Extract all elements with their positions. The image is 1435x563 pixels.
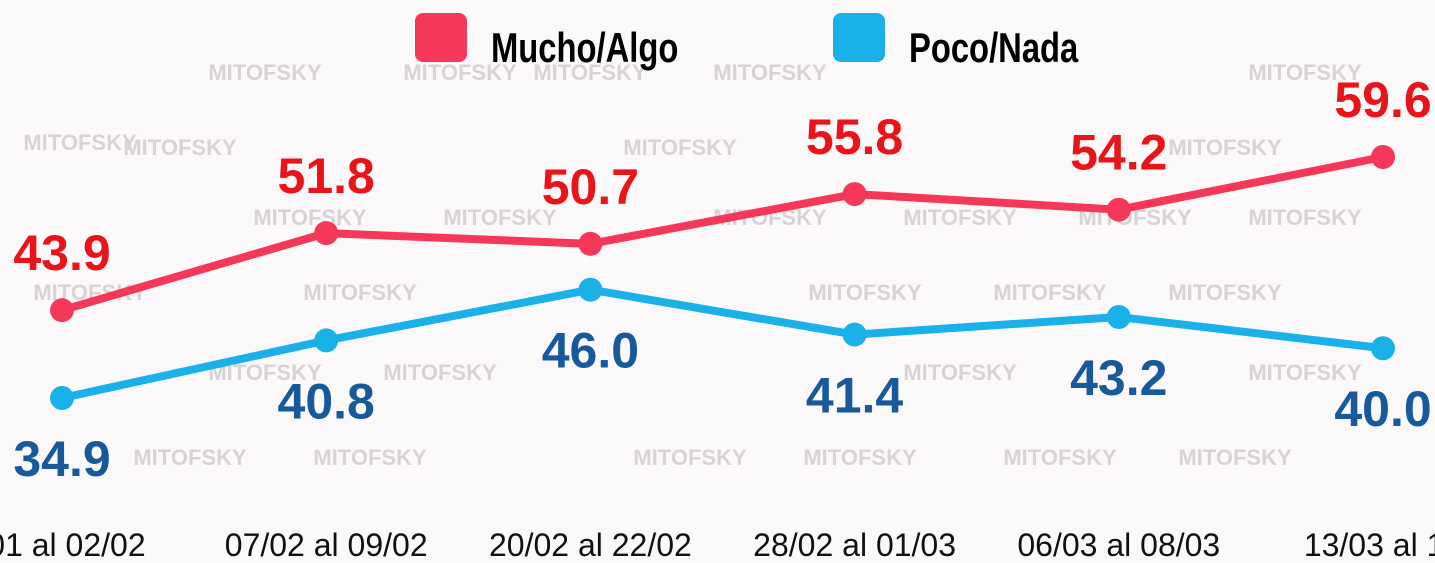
data-point xyxy=(50,298,74,322)
x-tick-label: 28/02 al 01/03 xyxy=(753,527,956,563)
data-label: 41.4 xyxy=(806,368,904,424)
watermark: MITOFSKY xyxy=(313,445,427,470)
watermark: MITOFSKY xyxy=(253,205,367,230)
chart: MITOFSKYMITOFSKYMITOFSKYMITOFSKYMITOFSKY… xyxy=(0,0,1435,563)
watermark: MITOFSKY xyxy=(803,445,917,470)
data-point xyxy=(843,182,867,206)
data-point xyxy=(50,386,74,410)
x-tick-label: 06/03 al 08/03 xyxy=(1017,527,1220,563)
data-label: 43.9 xyxy=(13,225,110,281)
data-label: 59.6 xyxy=(1334,72,1431,128)
page: MITOFSKYMITOFSKYMITOFSKYMITOFSKYMITOFSKY… xyxy=(0,0,1435,563)
data-point xyxy=(1371,145,1395,169)
x-tick-label: 07/02 al 09/02 xyxy=(225,527,428,563)
legend-swatch xyxy=(415,13,467,62)
data-point xyxy=(314,328,338,352)
x-tick-label: /01 al 02/02 xyxy=(0,527,146,563)
watermark: MITOFSKY xyxy=(1003,445,1117,470)
legend-label: Poco/Nada xyxy=(909,24,1079,71)
data-label: 46.0 xyxy=(542,323,639,379)
watermark: MITOFSKY xyxy=(993,280,1107,305)
legend-swatch xyxy=(833,13,885,62)
data-label: 40.0 xyxy=(1334,381,1431,437)
watermark: MITOFSKY xyxy=(1168,135,1282,160)
watermark: MITOFSKY xyxy=(303,280,417,305)
data-label: 50.7 xyxy=(542,159,639,215)
data-label: 40.8 xyxy=(278,373,375,429)
data-point xyxy=(1107,305,1131,329)
data-label: 51.8 xyxy=(278,148,375,204)
data-label: 34.9 xyxy=(13,431,110,487)
watermark: MITOFSKY xyxy=(1178,445,1292,470)
watermark: MITOFSKY xyxy=(903,205,1017,230)
x-tick-label: 13/03 al 15 xyxy=(1304,527,1435,563)
data-point xyxy=(578,278,602,302)
data-point xyxy=(578,232,602,256)
watermark: MITOFSKY xyxy=(133,445,247,470)
data-point xyxy=(1371,336,1395,360)
watermark: MITOFSKY xyxy=(123,135,237,160)
watermark: MITOFSKY xyxy=(623,135,737,160)
data-label: 55.8 xyxy=(806,109,903,165)
watermark: MITOFSKY xyxy=(23,130,137,155)
watermark: MITOFSKY xyxy=(1248,205,1362,230)
watermark: MITOFSKY xyxy=(713,60,827,85)
data-point xyxy=(1107,198,1131,222)
legend-label: Mucho/Algo xyxy=(491,24,678,71)
watermark: MITOFSKY xyxy=(443,205,557,230)
watermark: MITOFSKY xyxy=(383,360,497,385)
data-label: 54.2 xyxy=(1070,125,1167,181)
data-point xyxy=(843,323,867,347)
data-label: 43.2 xyxy=(1070,350,1167,406)
data-point xyxy=(314,221,338,245)
watermark: MITOFSKY xyxy=(1168,280,1282,305)
watermark: MITOFSKY xyxy=(808,280,922,305)
watermark: MITOFSKY xyxy=(903,360,1017,385)
watermark: MITOFSKY xyxy=(208,60,322,85)
x-tick-label: 20/02 al 22/02 xyxy=(489,527,692,563)
watermark: MITOFSKY xyxy=(633,445,747,470)
